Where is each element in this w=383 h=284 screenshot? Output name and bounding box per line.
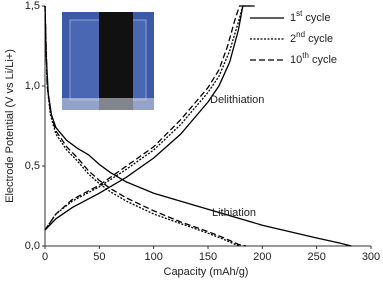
x-tick-label: 150 <box>199 251 217 263</box>
x-tick-label: 300 <box>362 251 380 263</box>
x-tick-label: 250 <box>307 251 325 263</box>
y-tick-label: 0,5 <box>25 160 40 172</box>
y-axis-label: Electrode Potential (V vs Li/Li+) <box>4 49 16 203</box>
annotation: Lithiation <box>212 207 256 219</box>
inset-photo <box>62 12 154 110</box>
x-tick-label: 50 <box>93 251 105 263</box>
y-tick-label: 0,0 <box>25 240 40 252</box>
series-line <box>44 5 252 247</box>
annotation: Delithiation <box>210 94 264 106</box>
x-tick-label: 100 <box>144 251 162 263</box>
series-line <box>44 5 249 247</box>
x-axis-label: Capacity (mAh/g) <box>164 266 249 278</box>
legend-label: 10th cycle <box>290 51 337 66</box>
x-tick-label: 200 <box>253 251 271 263</box>
y-tick-label: 1,5 <box>25 0 40 12</box>
y-tick-label: 1,0 <box>25 80 40 92</box>
legend-label: 1st cycle <box>290 9 330 24</box>
legend-label: 2nd cycle <box>290 30 333 45</box>
x-tick-label: 0 <box>42 251 48 263</box>
